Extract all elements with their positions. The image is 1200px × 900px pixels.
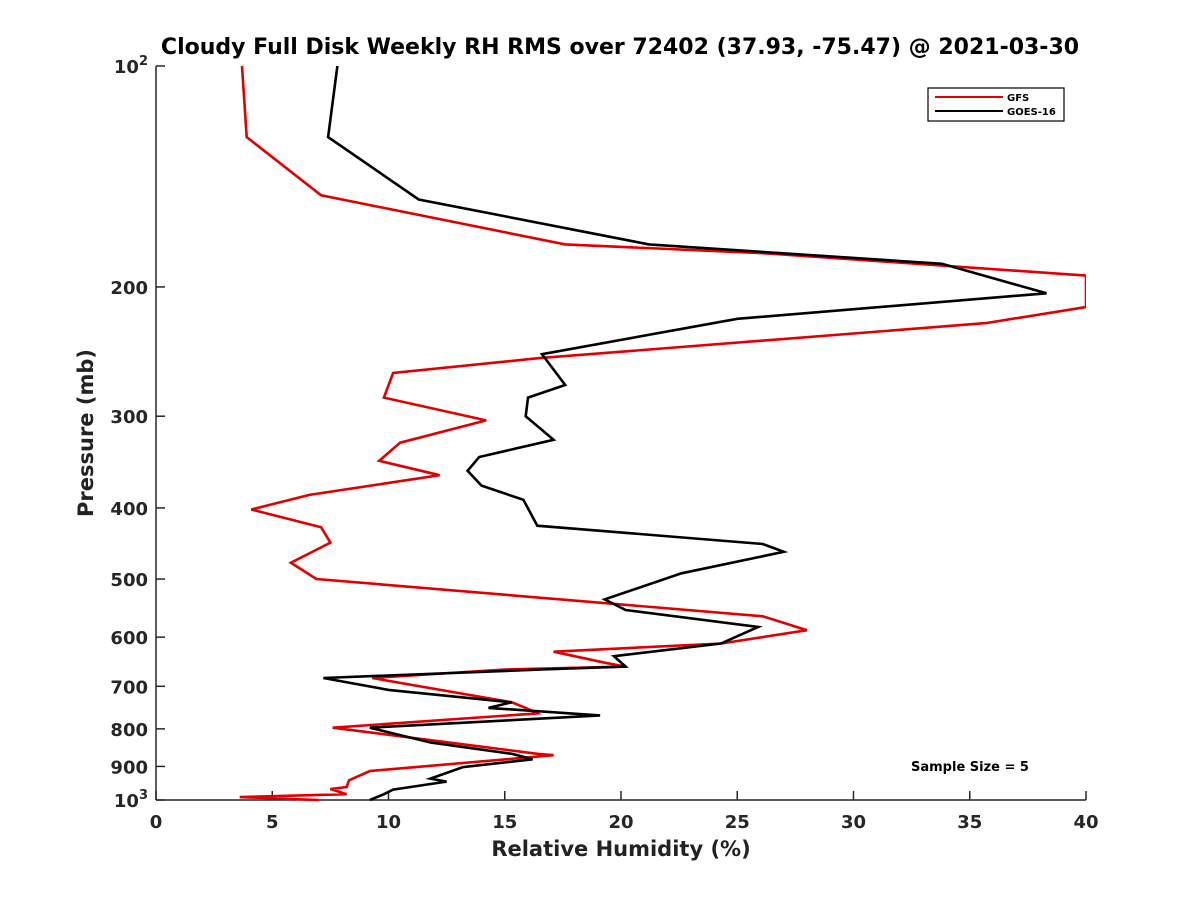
legend-box bbox=[927, 87, 1065, 122]
x-axis-label: Relative Humidity (%) bbox=[491, 837, 750, 861]
legend-label-gfs: GFS bbox=[1007, 93, 1029, 104]
x-tick-label: 0 bbox=[150, 812, 163, 833]
plot-area: 0 5 10 15 20 25 30 35 40 10220030040050060070080… bbox=[110, 54, 1098, 833]
y-tick-base: 200 bbox=[110, 278, 148, 299]
x-tick-label: 10 bbox=[376, 812, 401, 833]
y-tick-label: 500 bbox=[110, 570, 148, 591]
y-tick-base: 600 bbox=[110, 628, 148, 649]
legend: GFS GOES-16 bbox=[927, 87, 1065, 122]
x-tick-label: 30 bbox=[841, 812, 866, 833]
y-tick-base: 10 bbox=[114, 57, 139, 78]
y-tick-base: 10 bbox=[114, 791, 139, 812]
series-line-goes16 bbox=[323, 65, 1047, 802]
y-axis-label: Pressure (mb) bbox=[74, 349, 98, 517]
y-tick-base: 300 bbox=[110, 407, 148, 428]
legend-label-goes16: GOES-16 bbox=[1007, 107, 1056, 118]
y-tick-base: 800 bbox=[110, 720, 148, 741]
chart-title: Cloudy Full Disk Weekly RH RMS over 7240… bbox=[161, 35, 1079, 60]
y-tick-exponent: 2 bbox=[139, 54, 148, 69]
y-tick-label: 300 bbox=[110, 407, 148, 428]
series-lines bbox=[239, 65, 1086, 802]
x-tick-label: 35 bbox=[957, 812, 982, 833]
x-tick-label: 40 bbox=[1073, 812, 1098, 833]
y-tick-base: 500 bbox=[110, 570, 148, 591]
x-tick-label: 25 bbox=[725, 812, 750, 833]
y-tick-base: 400 bbox=[110, 499, 148, 520]
y-tick-label: 102 bbox=[114, 54, 148, 78]
y-tick-label: 800 bbox=[110, 720, 148, 741]
y-tick-base: 700 bbox=[110, 677, 148, 698]
y-tick-label: 400 bbox=[110, 499, 148, 520]
y-tick-label: 600 bbox=[110, 628, 148, 649]
y-tick-exponent: 3 bbox=[139, 788, 148, 803]
x-ticks: 0 5 10 15 20 25 30 35 40 bbox=[150, 791, 1099, 833]
series-line-gfs bbox=[239, 65, 1086, 802]
y-tick-base: 900 bbox=[110, 757, 148, 778]
x-tick-label: 5 bbox=[266, 812, 279, 833]
x-tick-label: 20 bbox=[608, 812, 633, 833]
y-tick-label: 103 bbox=[114, 788, 148, 812]
x-tick-label: 15 bbox=[492, 812, 517, 833]
y-tick-label: 900 bbox=[110, 757, 148, 778]
y-tick-label: 200 bbox=[110, 278, 148, 299]
y-tick-label: 700 bbox=[110, 677, 148, 698]
sample-size-annotation: Sample Size = 5 bbox=[911, 760, 1029, 775]
